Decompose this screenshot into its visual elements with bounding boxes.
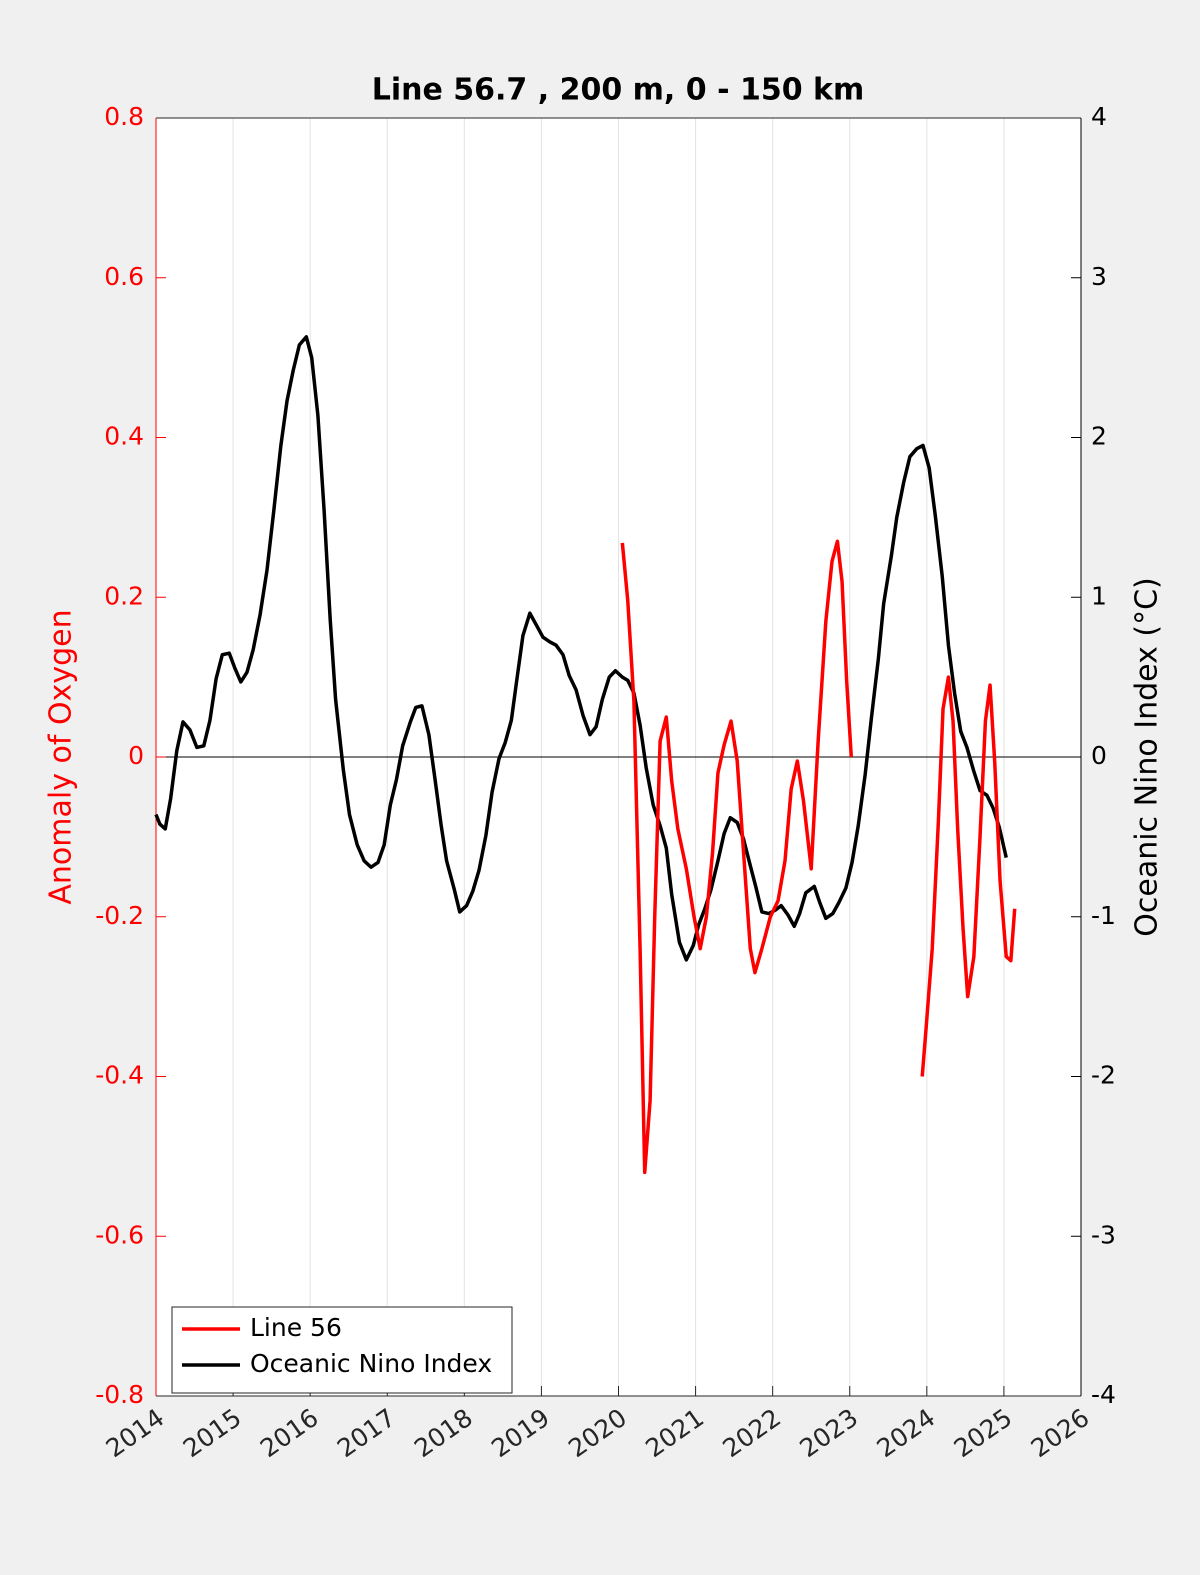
y2-tick-label: 3 [1091, 262, 1107, 291]
chart-title: Line 56.7 , 200 m, 0 - 150 km [372, 73, 865, 108]
legend-box [171, 1306, 513, 1394]
legend-label: Oceanic Nino Index [250, 1349, 492, 1378]
legend: Line 56 Oceanic Nino Index [171, 1306, 513, 1394]
y2-tick-label: -2 [1091, 1061, 1116, 1090]
y-tick-label: 0.8 [104, 102, 144, 131]
y-tick-label: -0.6 [95, 1220, 144, 1249]
y-axis-label: Anomaly of Oxygen [44, 609, 79, 904]
y-tick-label: -0.2 [95, 901, 144, 930]
y-tick-label: -0.8 [95, 1380, 144, 1409]
y2-tick-label: -1 [1091, 901, 1116, 930]
y2-tick-label: -4 [1091, 1380, 1116, 1409]
y-tick-label: 0 [128, 741, 144, 770]
y-tick-label: -0.4 [95, 1061, 144, 1090]
y2-tick-label: 2 [1091, 422, 1107, 451]
series-line [620, 539, 1017, 1175]
y2-tick-label: 4 [1091, 102, 1107, 131]
y-tick-label: 0.2 [104, 581, 144, 610]
y2-tick-label: 1 [1091, 581, 1107, 610]
y2-axis-label: Oceanic Nino Index (°C) [1130, 577, 1165, 937]
series-line [154, 335, 1008, 962]
y2-tick-label: 0 [1091, 741, 1107, 770]
y-tick-label: 0.4 [104, 422, 144, 451]
legend-label: Line 56 [250, 1313, 342, 1342]
y2-tick-label: -3 [1091, 1220, 1116, 1249]
y-tick-label: 0.6 [104, 262, 144, 291]
